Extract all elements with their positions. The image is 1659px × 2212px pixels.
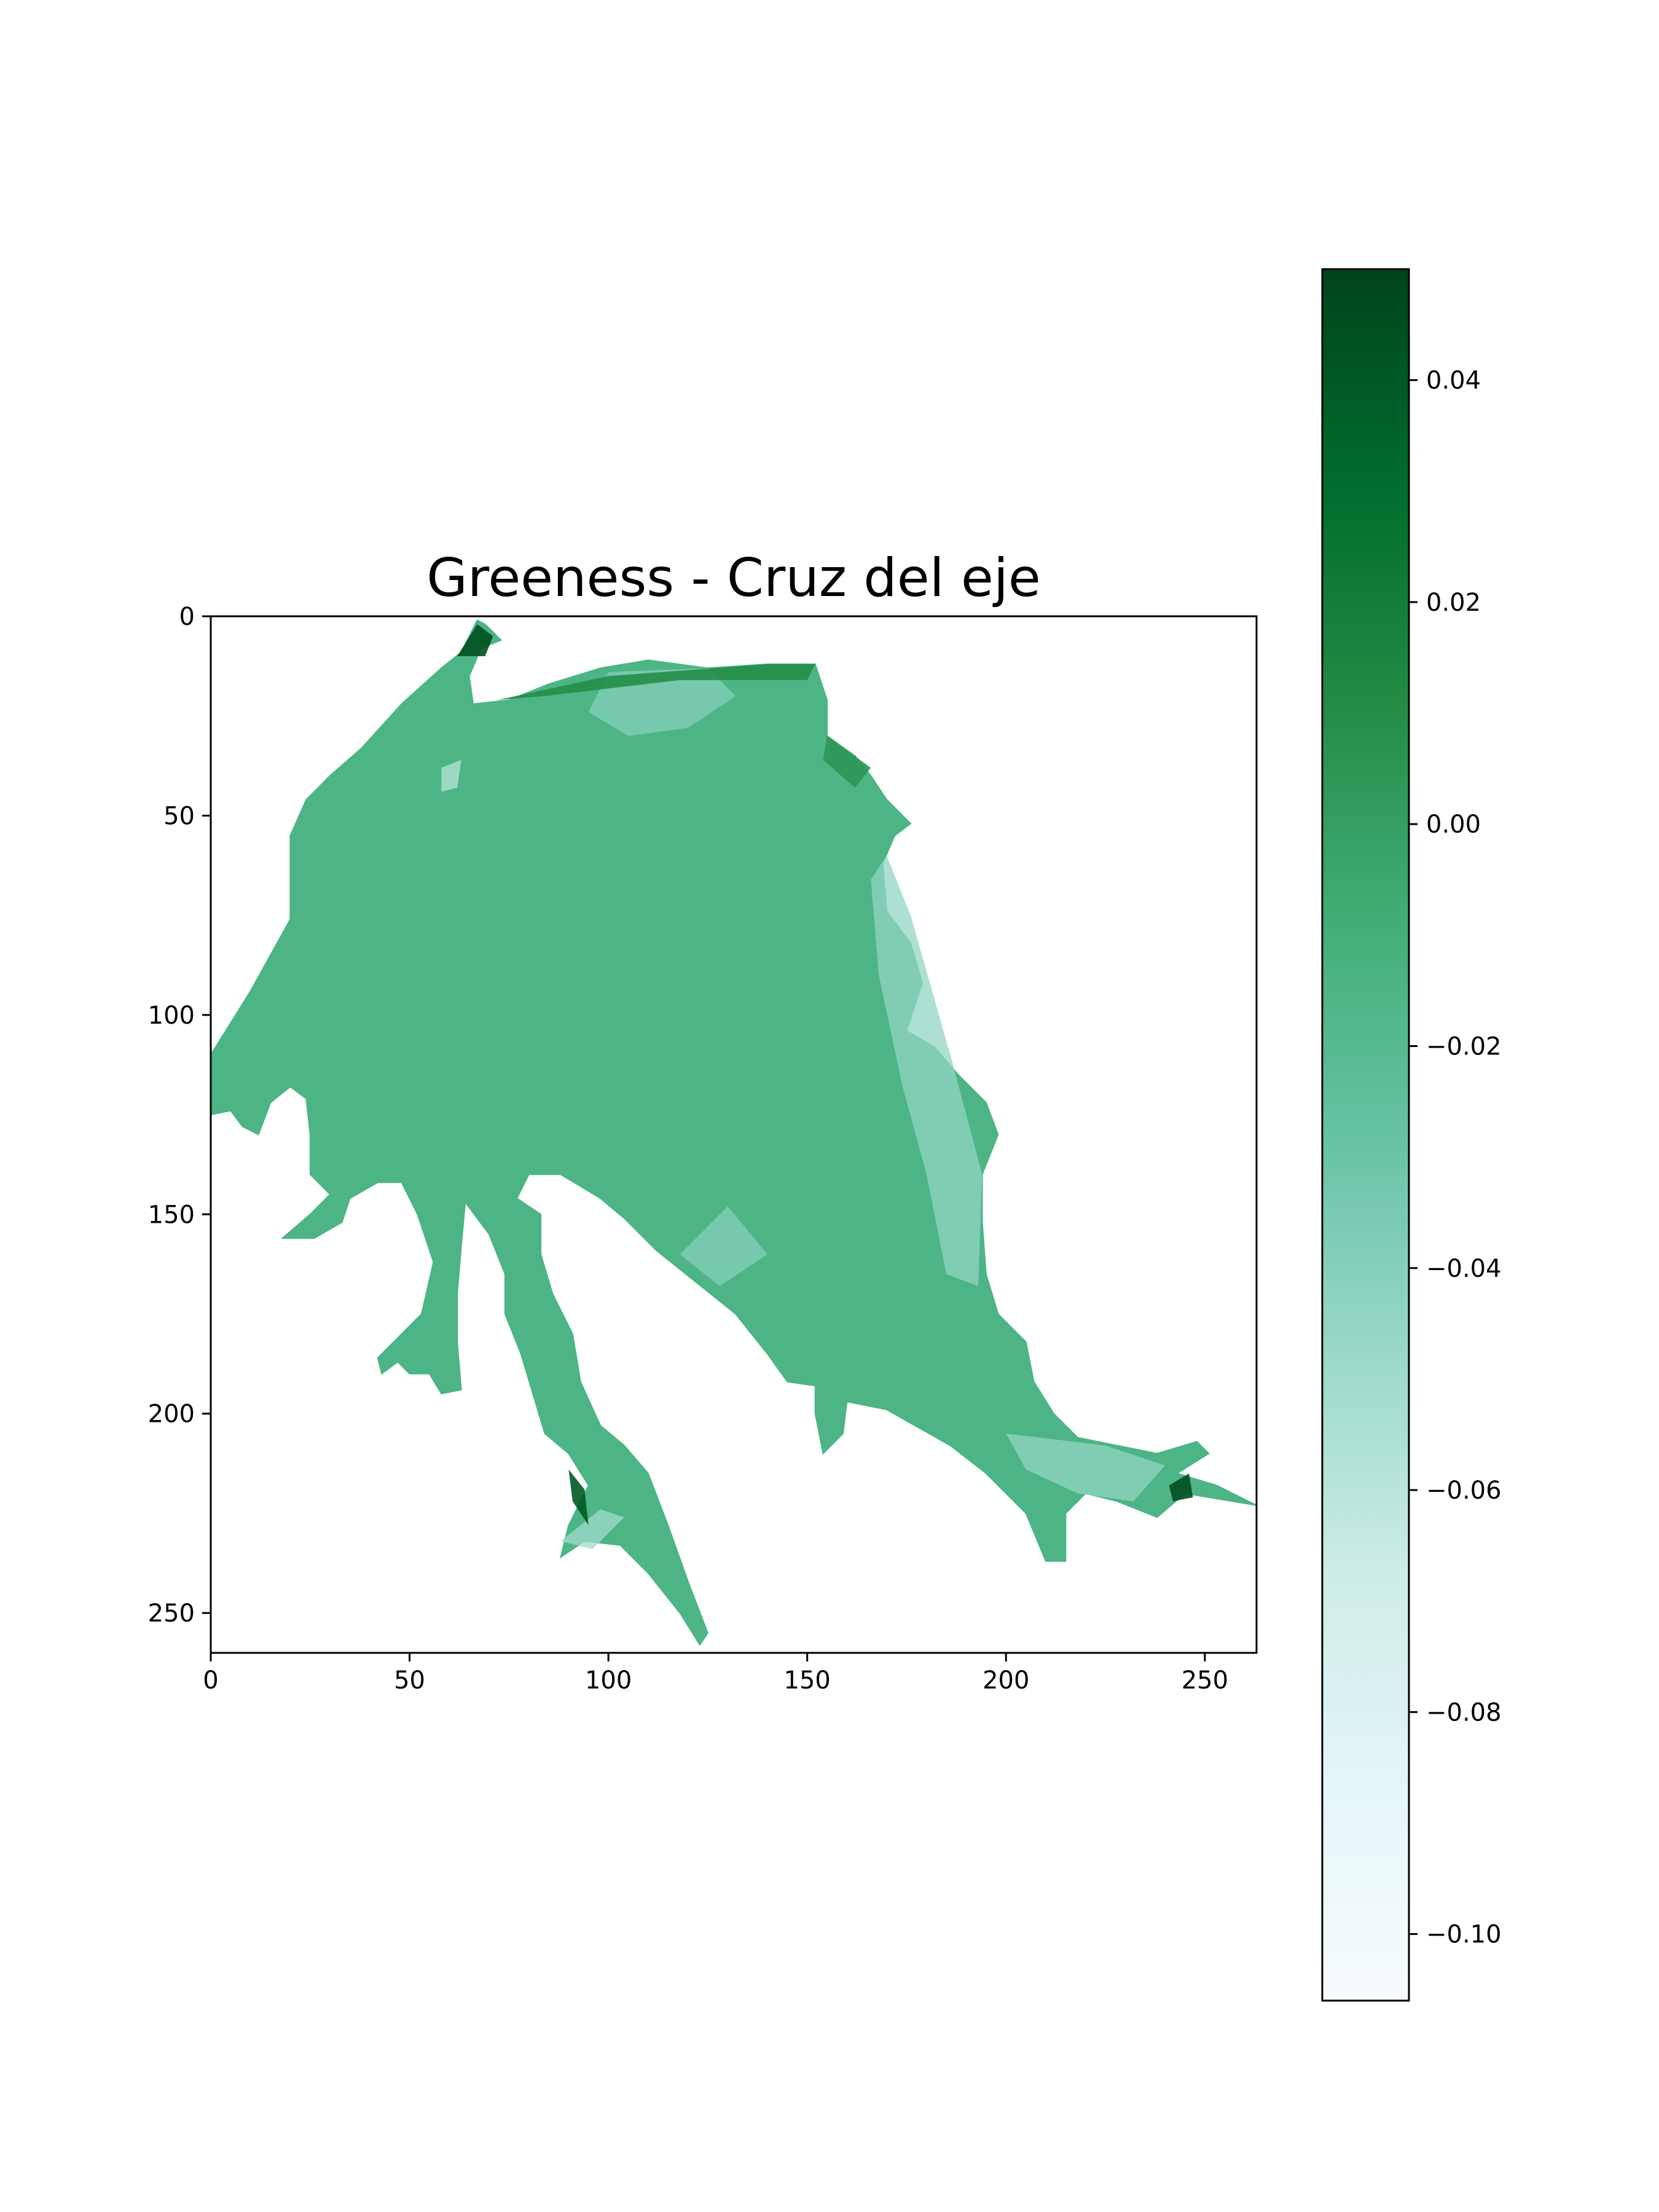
x-tick-label-0: 0 (203, 1666, 218, 1695)
y-tick-label-200: 200 (148, 1400, 195, 1429)
value-patch-light-4 (441, 759, 461, 792)
value-patch-dark-7 (568, 1469, 589, 1526)
value-patch-dark-8 (1169, 1473, 1193, 1502)
colorbar-tick-label-1: −0.08 (1426, 1698, 1502, 1727)
colorbar-tick-label-7: 0.04 (1426, 367, 1481, 395)
colorbar: −0.10 −0.08 −0.06 −0.04 −0.02 0.00 0.02 0.04 (1321, 268, 1502, 2002)
value-patch-light-0 (871, 855, 982, 1287)
value-patch-light-2 (1006, 1433, 1166, 1502)
chart-title: Greeness - Cruz del eje (426, 547, 1041, 609)
value-patch-light-5 (680, 1206, 767, 1287)
x-axis: 0 50 100 150 200 250 (203, 1653, 1228, 1695)
y-tick-label-250: 250 (148, 1599, 195, 1628)
colorbar-tick-label-2: −0.06 (1426, 1477, 1502, 1505)
value-patch-dark-9 (496, 664, 815, 700)
y-axis: 0 50 100 150 200 250 (148, 603, 211, 1628)
colorbar-ticks: −0.10 −0.08 −0.06 −0.04 −0.02 0.00 0.02 0.04 (1409, 367, 1502, 1949)
value-patch-dark-10 (823, 735, 871, 788)
colorbar-tick-label-5: 0.00 (1426, 810, 1481, 839)
x-tick-label-200: 200 (982, 1666, 1029, 1695)
colorbar-gradient (1321, 268, 1410, 2002)
reservoir-region (211, 619, 1257, 1646)
colorbar-tick-label-0: −0.10 (1426, 1921, 1502, 1949)
colorbar-tick-label-4: −0.02 (1426, 1032, 1502, 1061)
heatmap (211, 619, 1257, 1646)
value-patches (441, 624, 1193, 1550)
y-tick-label-100: 100 (148, 1002, 195, 1030)
y-tick-label-150: 150 (148, 1201, 195, 1229)
y-tick-label-0: 0 (179, 603, 195, 631)
y-tick-label-50: 50 (163, 802, 195, 830)
x-tick-label-250: 250 (1182, 1666, 1228, 1695)
x-tick-label-50: 50 (394, 1666, 425, 1695)
x-tick-label-150: 150 (784, 1666, 831, 1695)
colorbar-tick-label-6: 0.02 (1426, 589, 1481, 617)
value-patch-light-3 (560, 1509, 624, 1550)
x-tick-label-100: 100 (585, 1666, 632, 1695)
plot-frame (210, 615, 1258, 1654)
colorbar-tick-label-3: −0.04 (1426, 1255, 1502, 1283)
value-patch-dark-6 (457, 624, 493, 656)
